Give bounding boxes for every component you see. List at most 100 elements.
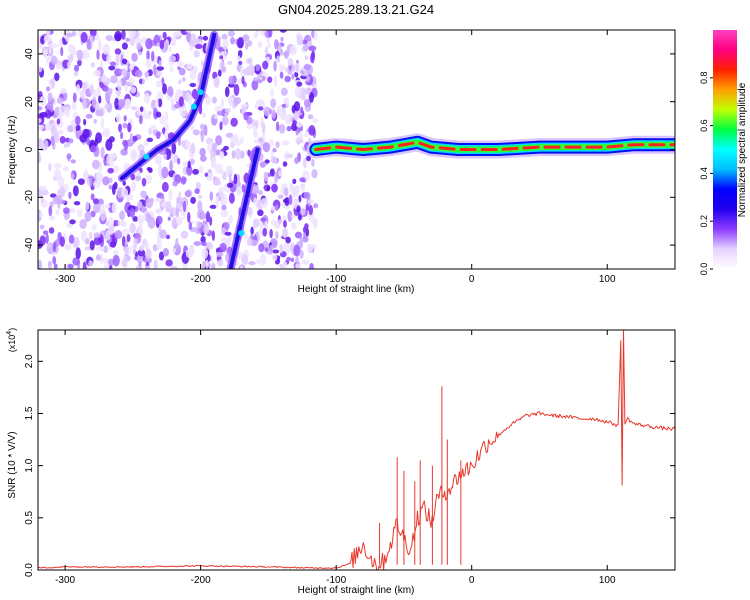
snr-spikes: [379, 386, 462, 565]
noise-blob: [43, 34, 52, 44]
noise-blob: [237, 55, 241, 61]
noise-blob: [258, 243, 265, 253]
noise-blob: [102, 176, 110, 186]
noise-blob: [137, 144, 145, 152]
noise-blob: [301, 259, 310, 265]
colorbar-gradient: [713, 30, 737, 269]
noise-blob: [194, 188, 200, 195]
noise-blob: [262, 142, 271, 153]
noise-blob: [170, 35, 177, 47]
noise-blob: [113, 249, 119, 256]
noise-blob: [255, 63, 260, 72]
noise-blob: [103, 245, 109, 253]
bright-spot: [190, 103, 197, 110]
noise-blob: [291, 222, 297, 230]
noise-blob: [223, 145, 229, 151]
noise-blob: [299, 238, 304, 249]
noise-blob: [138, 223, 143, 236]
noise-blob: [189, 44, 194, 52]
noise-blob: [178, 96, 184, 107]
noise-blob: [205, 259, 209, 269]
noise-blob: [108, 265, 113, 269]
noise-blob: [144, 265, 151, 269]
noise-blob: [200, 212, 206, 220]
noise-blob: [59, 236, 65, 247]
noise-blob: [169, 66, 174, 73]
noise-blob: [282, 161, 288, 167]
noise-blob: [100, 117, 105, 130]
noise-blob: [194, 43, 203, 50]
noise-blob: [223, 221, 230, 230]
noise-blob: [252, 218, 260, 228]
noise-blob: [107, 258, 114, 267]
noise-blob: [283, 97, 288, 104]
noise-blob: [180, 176, 187, 185]
noise-blob: [159, 229, 167, 239]
noise-blob: [114, 30, 122, 42]
noise-blob: [88, 260, 93, 267]
noise-blob: [39, 185, 47, 192]
noise-blob: [135, 174, 142, 182]
noise-blob: [167, 216, 171, 221]
noise-blob: [73, 71, 78, 77]
noise-blob: [131, 52, 138, 62]
noise-blob: [175, 216, 183, 226]
noise-blob: [303, 63, 311, 70]
noise-blob: [172, 217, 177, 226]
noise-blob: [72, 92, 77, 103]
snr-y-label: SNR (10 * V/V): [7, 431, 18, 498]
noise-blob: [65, 223, 72, 228]
noise-blob: [144, 113, 151, 120]
snr-multiplier: (x104): [6, 328, 17, 352]
noise-blob: [224, 107, 231, 113]
noise-blob: [171, 142, 177, 155]
noise-blob: [132, 216, 139, 222]
noise-blob: [204, 172, 208, 177]
noise-blob: [145, 212, 150, 220]
noise-blob: [248, 261, 256, 266]
noise-blob: [121, 42, 128, 50]
y-tick-label: 0: [24, 146, 35, 152]
noise-blob: [295, 263, 302, 269]
noise-blob: [235, 148, 242, 160]
noise-blob: [168, 55, 177, 63]
noise-blob: [203, 124, 208, 136]
noise-blob: [166, 95, 171, 101]
figure-title: GN04.2025.289.13.21.G24: [278, 2, 434, 17]
colorbar-tick-label: 0.6: [699, 119, 709, 132]
noise-blob: [90, 193, 95, 201]
noise-blob: [109, 61, 116, 66]
noise-blob: [246, 124, 254, 130]
noise-blob: [73, 64, 80, 72]
noise-blob: [54, 194, 63, 205]
noise-blob: [257, 209, 264, 217]
noise-blob: [291, 73, 295, 80]
noise-blob: [177, 157, 181, 165]
noise-blob: [264, 220, 268, 231]
noise-blob: [190, 142, 195, 155]
noise-blob: [246, 65, 250, 76]
noise-blob: [105, 35, 114, 41]
noise-blob: [283, 187, 289, 197]
noise-blob: [230, 37, 236, 45]
noise-blob: [110, 75, 118, 84]
noise-blob: [199, 155, 207, 162]
noise-blob: [86, 137, 90, 146]
noise-blob: [271, 254, 278, 262]
noise-blob: [241, 254, 249, 266]
y-tick-label: 1.0: [24, 458, 35, 472]
noise-blob: [192, 168, 199, 175]
noise-blob: [218, 186, 224, 198]
noise-blob: [38, 259, 43, 269]
noise-blob: [200, 60, 204, 67]
noise-blob: [122, 122, 128, 129]
noise-blob: [159, 39, 165, 50]
noise-blob: [112, 254, 120, 267]
noise-blob: [292, 186, 299, 197]
noise-blob: [72, 185, 79, 197]
noise-blob: [89, 84, 94, 95]
noise-blob: [54, 72, 60, 82]
noise-blob: [84, 211, 92, 222]
x-tick-label: 100: [599, 274, 616, 285]
noise-blob: [121, 30, 126, 40]
